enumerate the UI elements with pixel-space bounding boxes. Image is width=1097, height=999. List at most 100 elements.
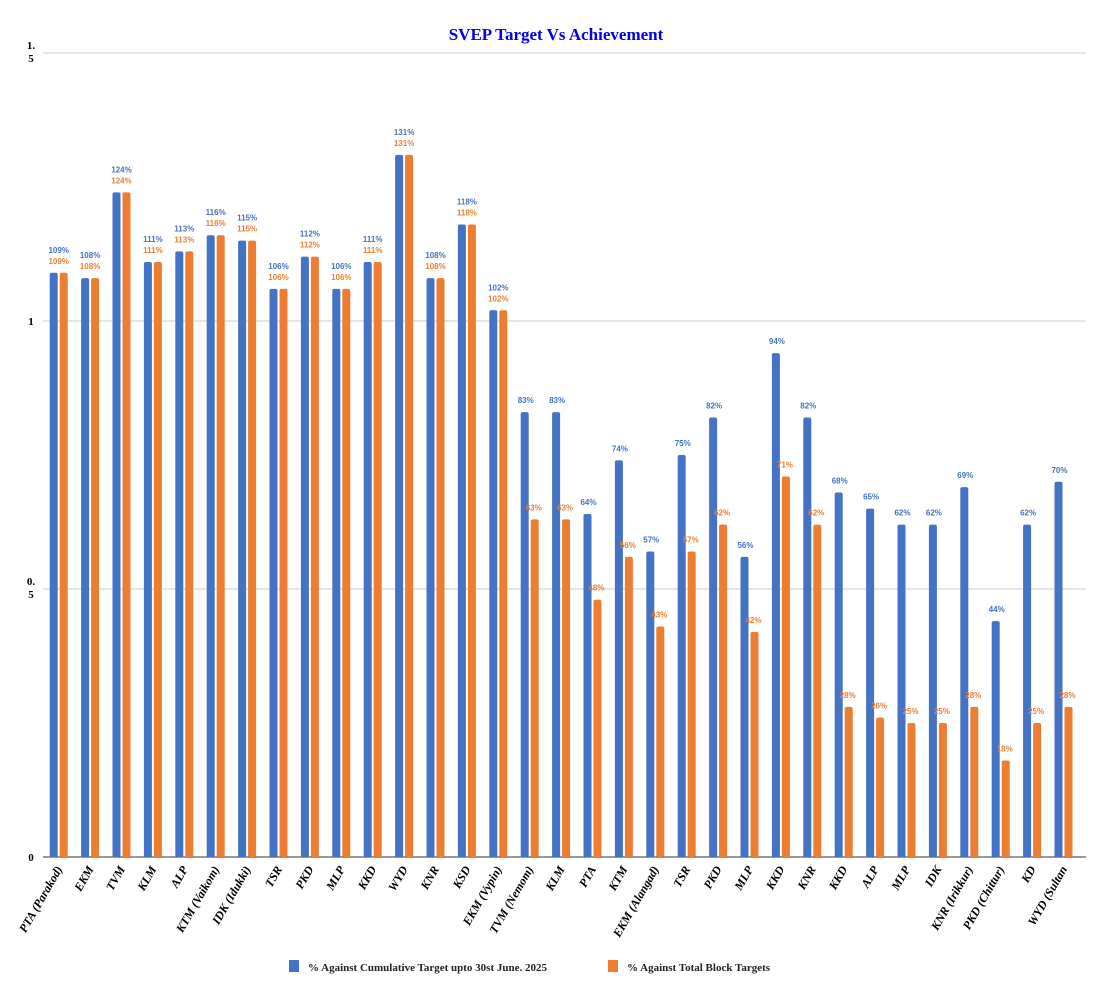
bar-block-target (499, 310, 508, 857)
data-label: 28% (965, 691, 981, 700)
bar-cumulative-target (614, 460, 623, 857)
data-label: 25% (1028, 707, 1044, 716)
bar-cumulative-target (49, 272, 58, 857)
bar-cumulative-target (709, 417, 718, 857)
data-label: 111% (363, 235, 383, 244)
bar-block-target (1033, 723, 1042, 857)
chart-title: SVEP Target Vs Achievement (449, 25, 664, 44)
legend-label: % Against Total Block Targets (627, 962, 771, 974)
data-label: 118% (457, 198, 477, 207)
bar-block-target (624, 556, 633, 857)
data-label: 26% (871, 702, 887, 711)
x-tick-label: KKD (354, 863, 379, 893)
bar-cumulative-target (457, 224, 466, 857)
legend-swatch (289, 960, 299, 972)
data-label: 115% (237, 214, 257, 223)
bar-cumulative-target (269, 288, 278, 858)
data-label: 68% (832, 477, 848, 486)
data-label: 124% (111, 176, 131, 185)
bar-block-target (153, 262, 162, 857)
data-label: 109% (48, 257, 68, 266)
data-label: 112% (300, 241, 320, 250)
data-label: 43% (651, 611, 667, 620)
x-tick-label: MLP (888, 863, 914, 893)
x-tick-label: KD (1018, 863, 1039, 886)
bar-block-target (813, 524, 822, 857)
bar-cumulative-target (991, 621, 1000, 857)
data-label: 28% (840, 691, 856, 700)
data-label: 111% (143, 246, 163, 255)
data-label: 25% (934, 707, 950, 716)
data-label: 124% (111, 165, 131, 174)
bar-block-target (719, 524, 728, 857)
data-label: 102% (488, 283, 508, 292)
data-label: 62% (808, 509, 824, 518)
data-label: 42% (745, 616, 761, 625)
bar-cumulative-target (803, 417, 812, 857)
data-label: 106% (331, 273, 351, 282)
data-label: 56% (620, 541, 636, 550)
bar-block-target (279, 288, 288, 858)
x-tick-label: TSR (262, 864, 285, 890)
data-label: 131% (394, 139, 414, 148)
bar-cumulative-target (395, 154, 404, 858)
data-label: 82% (706, 401, 722, 410)
y-tick-label: 1 (28, 316, 34, 328)
data-label: 109% (48, 246, 68, 255)
bar-block-target (1001, 760, 1010, 857)
x-tick-label: PTA (Parakod) (16, 864, 65, 935)
bar-cumulative-target (332, 288, 341, 858)
bar-cumulative-target (175, 251, 184, 857)
bar-cumulative-target (81, 278, 90, 857)
data-label: 118% (457, 209, 477, 218)
data-label: 63% (557, 503, 573, 512)
x-tick-label: TVM (103, 863, 128, 893)
data-label: 106% (268, 262, 288, 271)
bar-block-target (656, 626, 665, 857)
bar-cumulative-target (520, 412, 529, 857)
bar-block-target (970, 706, 979, 857)
bar-cumulative-target (552, 412, 561, 857)
data-label: 112% (300, 230, 320, 239)
bar-block-target (907, 723, 916, 857)
data-label: 83% (518, 396, 534, 405)
bar-block-target (59, 272, 68, 857)
data-label: 106% (268, 273, 288, 282)
bar-cumulative-target (771, 353, 780, 857)
data-label: 57% (683, 535, 699, 544)
data-label: 62% (894, 509, 910, 518)
bar-cumulative-target (866, 508, 875, 857)
x-tick-label: KTM (605, 863, 631, 894)
bar-block-target (844, 706, 853, 857)
data-label: 48% (588, 584, 604, 593)
x-tick-label: KLM (542, 863, 568, 894)
data-label: 108% (425, 262, 445, 271)
data-label: 64% (580, 498, 596, 507)
bar-cumulative-target (646, 551, 655, 857)
x-tick-label: KNR (417, 864, 442, 893)
data-label: 56% (737, 541, 753, 550)
x-tick-label: KKD (825, 863, 850, 893)
data-label: 74% (612, 444, 628, 453)
bar-cumulative-target (583, 513, 592, 857)
data-label: 108% (425, 251, 445, 260)
data-label: 25% (902, 707, 918, 716)
data-label: 115% (237, 225, 257, 234)
data-label: 44% (989, 605, 1005, 614)
data-label: 62% (714, 509, 730, 518)
legend-label: % Against Cumulative Target upto 30st Ju… (308, 962, 547, 974)
x-tick-label: TSR (670, 864, 693, 890)
bar-cumulative-target (1023, 524, 1032, 857)
x-tick-label: KNR (794, 864, 819, 893)
bar-cumulative-target (1054, 481, 1063, 857)
bar-block-target (436, 278, 445, 857)
x-tick-label: KSD (449, 863, 473, 891)
bar-cumulative-target (300, 256, 309, 857)
bar-block-target (122, 192, 131, 858)
data-label: 71% (777, 460, 793, 469)
x-tick-label: KLM (134, 863, 160, 894)
x-tick-label: PKD (292, 863, 316, 891)
bar-block-target (373, 262, 382, 857)
bar-block-target (310, 256, 319, 857)
